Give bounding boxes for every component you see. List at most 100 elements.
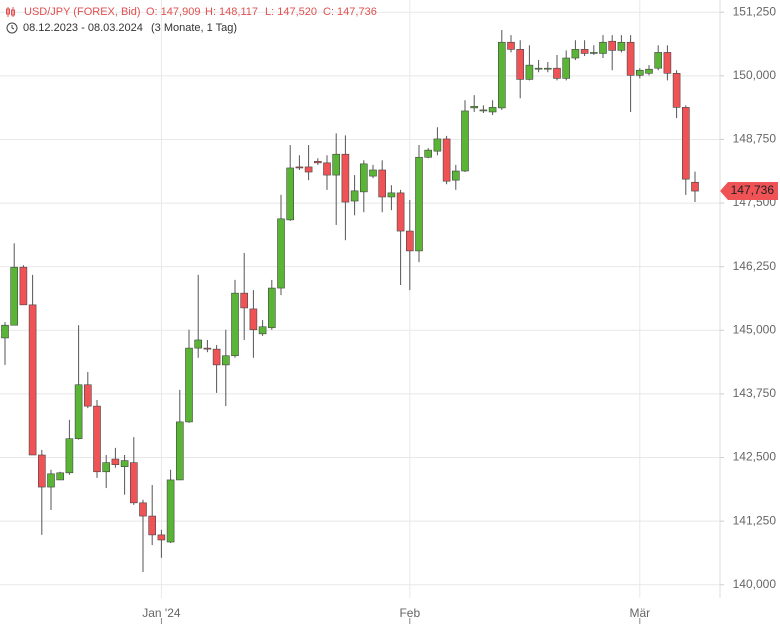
y-tick-label: 141,250 xyxy=(733,513,777,527)
period: (3 Monate, 1 Tag) xyxy=(151,22,237,34)
candle-body xyxy=(470,106,479,109)
candle-body xyxy=(304,166,313,173)
candle-body xyxy=(323,162,331,176)
candle-body xyxy=(571,49,580,59)
candle-body xyxy=(461,110,469,172)
candle-body xyxy=(111,458,120,465)
candle-body xyxy=(672,72,681,108)
candle-body xyxy=(166,479,175,543)
x-tick-label: Mär xyxy=(629,606,650,620)
candle-body xyxy=(580,49,589,54)
candle-body xyxy=(139,502,147,517)
ohlc-low: L: 147,520 xyxy=(265,6,317,18)
candle-body xyxy=(635,69,644,76)
candle-body xyxy=(102,462,110,473)
candle-body xyxy=(488,107,497,113)
candle-body xyxy=(369,169,377,177)
candle-body xyxy=(497,41,506,109)
candle-body xyxy=(516,49,525,80)
candle-body xyxy=(387,192,396,198)
candle-body xyxy=(56,472,65,481)
candle-body xyxy=(10,266,18,326)
candle-body xyxy=(258,326,267,335)
candle-body xyxy=(396,192,405,232)
y-tick-label: 140,000 xyxy=(733,577,777,591)
candle-body xyxy=(479,109,488,112)
candle-body xyxy=(277,218,285,289)
candle-body xyxy=(433,138,442,152)
candle-body xyxy=(543,67,552,70)
ohlc-close: C: 147,736 xyxy=(323,6,377,18)
candle-body xyxy=(222,355,230,366)
y-tick-label: 143,750 xyxy=(733,386,777,400)
candle-body xyxy=(442,138,451,182)
candle-body xyxy=(249,308,258,331)
last-price-marker xyxy=(720,182,778,201)
candle-body xyxy=(654,52,663,69)
candle-body xyxy=(681,107,690,180)
candle-body xyxy=(84,384,92,407)
candle-body xyxy=(212,348,221,366)
ohlc-open: O: 147,909 xyxy=(146,6,200,18)
candle-body xyxy=(203,347,212,350)
candle-body xyxy=(562,57,571,79)
x-tick-label: Jan '24 xyxy=(142,606,181,620)
candle-body xyxy=(451,170,460,181)
candle-body xyxy=(589,52,598,54)
candle-body xyxy=(194,339,202,349)
candle-body xyxy=(130,462,138,504)
candle-body xyxy=(19,266,28,306)
candle-body xyxy=(65,438,74,474)
last-price-label: 147,736 xyxy=(731,183,775,197)
x-tick-label: Feb xyxy=(399,606,420,620)
candle-body xyxy=(415,156,423,252)
candle-body xyxy=(663,52,672,74)
candle-body xyxy=(617,41,626,51)
candle-body xyxy=(341,153,350,203)
y-tick-label: 150,000 xyxy=(733,68,777,82)
candle-body xyxy=(295,166,304,169)
candle-body xyxy=(74,384,83,440)
candle-body xyxy=(176,421,184,481)
candle-body xyxy=(332,153,341,176)
date-range: 08.12.2023 - 08.03.2024 xyxy=(23,22,143,34)
candle-body xyxy=(37,454,46,488)
candle-body xyxy=(405,230,414,252)
candle-body xyxy=(645,68,653,74)
candle-body xyxy=(148,515,156,536)
candle-body xyxy=(1,324,9,339)
candle-body xyxy=(359,163,368,193)
candle-body xyxy=(507,41,515,50)
candle-body xyxy=(313,161,322,164)
candle-body xyxy=(599,41,607,54)
candle-body xyxy=(350,190,359,202)
ohlc-high: H: 148,117 xyxy=(205,6,258,18)
y-tick-label: 142,500 xyxy=(733,450,777,464)
candle-body xyxy=(525,64,534,80)
candle-body xyxy=(378,169,387,198)
candle-body xyxy=(534,67,543,70)
candle-body xyxy=(267,287,276,329)
candle-body xyxy=(93,405,101,473)
candle-body xyxy=(157,534,166,541)
candle-body xyxy=(240,292,248,309)
y-tick-label: 148,750 xyxy=(733,132,777,146)
candle-body xyxy=(28,304,37,456)
candle-body xyxy=(608,40,617,51)
candle-body xyxy=(626,41,635,76)
candles xyxy=(1,30,699,573)
candle-body xyxy=(185,347,193,423)
clock-icon xyxy=(6,22,18,34)
y-tick-label: 151,250 xyxy=(733,4,777,18)
candle-body xyxy=(231,292,239,357)
candle-body xyxy=(424,149,433,158)
header-icon xyxy=(6,7,15,17)
y-tick-label: 145,000 xyxy=(733,322,777,336)
candle-body xyxy=(120,460,129,467)
y-tick-label: 146,250 xyxy=(733,259,777,273)
candle-body xyxy=(553,67,561,79)
instrument: USD/JPY (FOREX, Bid) xyxy=(24,6,141,18)
candle-body xyxy=(47,473,55,488)
candle-body xyxy=(286,167,295,221)
